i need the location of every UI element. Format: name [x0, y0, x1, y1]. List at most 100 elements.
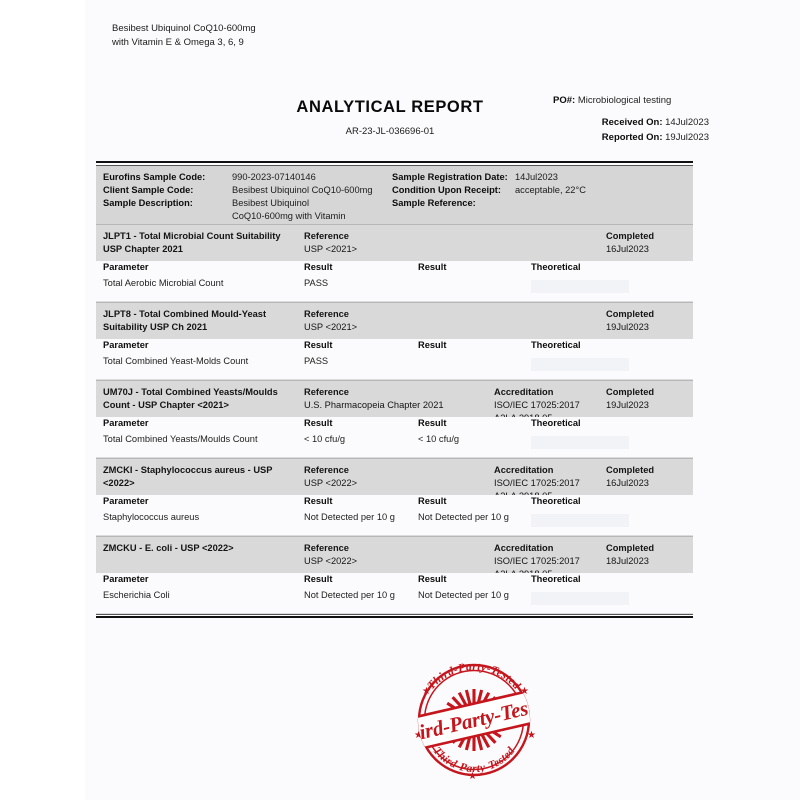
theoretical-input-box[interactable] — [531, 513, 629, 527]
report-title-block: ANALYTICAL REPORT AR-23-JL-036696-01 — [200, 98, 580, 137]
test-name-line2: Count - USP Chapter <2021> — [103, 399, 229, 410]
result2-cell: Result < 10 cfu/g — [418, 417, 459, 446]
parameter-cell: Parameter Staphylococcus aureus — [103, 495, 199, 524]
reported-on-label: Reported On: — [601, 131, 663, 143]
parameter-header: Parameter — [103, 339, 149, 350]
product-name-line2: with Vitamin E & Omega 3, 6, 9 — [112, 37, 244, 48]
test-name-line2: <2022> — [103, 477, 135, 488]
test-reference: Reference USP <2021> — [304, 308, 490, 334]
theoretical-header: Theoretical — [531, 495, 581, 506]
parameter-header: Parameter — [103, 261, 149, 272]
accreditation-line1: ISO/IEC 17025:2017 — [494, 555, 580, 566]
po-label: PO#: — [553, 95, 576, 106]
parameter-value: Total Aerobic Microbial Count — [103, 277, 224, 288]
sample-info-row: Sample Description: Besibest Ubiquinol — [103, 197, 373, 210]
sample-registration-date-value: 14Jul2023 — [515, 171, 558, 182]
result1-cell: Result Not Detected per 10 g — [304, 573, 395, 602]
result2-cell: Result Not Detected per 10 g — [418, 495, 509, 524]
report-number: AR-23-JL-036696-01 — [345, 126, 435, 137]
test-section-header: JLPT1 - Total Microbial Count Suitabilit… — [96, 223, 693, 261]
theoretical-header: Theoretical — [531, 573, 581, 584]
result2-cell: Result — [418, 261, 446, 277]
test-name: ZMCKU - E. coli - USP <2022> — [103, 542, 303, 555]
test-accreditation — [494, 230, 602, 256]
test-name: JLPT1 - Total Microbial Count Suitabilit… — [103, 230, 303, 256]
result1-cell: Result PASS — [304, 339, 332, 368]
result1-cell: Result Not Detected per 10 g — [304, 495, 395, 524]
result1-value: PASS — [304, 277, 329, 288]
accreditation-line1: ISO/IEC 17025:2017 — [494, 399, 580, 410]
test-name-line1: JLPT8 - Total Combined Mould-Yeast — [103, 308, 267, 319]
eurofins-sample-code-value: 990-2023-07140146 — [232, 171, 316, 182]
received-on-label: Received On: — [601, 117, 663, 128]
sample-registration-date-label: Sample Registration Date: — [392, 171, 508, 182]
sample-description-cont-line1: CoQ10-600mg with Vitamin — [232, 211, 346, 222]
completed-header: Completed — [606, 542, 655, 553]
test-name-line1: UM70J - Total Combined Yeasts/Moulds — [103, 386, 278, 397]
svg-text:★: ★ — [520, 686, 529, 697]
result2-header: Result — [418, 495, 447, 506]
theoretical-header: Theoretical — [531, 417, 581, 428]
sample-info-row: Client Sample Code: Besibest Ubiquinol C… — [103, 184, 373, 197]
svg-text:★: ★ — [422, 686, 431, 697]
svg-text:★: ★ — [414, 730, 423, 741]
test-reference: Reference USP <2022> — [304, 542, 490, 568]
test-name: ZMCKI - Staphylococcus aureus - USP <202… — [103, 464, 303, 490]
po-value: Microbiological testing — [577, 95, 672, 106]
accreditation-header: Accreditation — [494, 386, 554, 397]
result2-header: Result — [418, 573, 447, 584]
table-bottom-rule — [96, 613, 693, 618]
client-sample-code-label: Client Sample Code: — [103, 184, 194, 195]
page-title: ANALYTICAL REPORT — [296, 98, 484, 116]
theoretical-header: Theoretical — [531, 339, 581, 350]
theoretical-cell: Theoretical — [531, 573, 581, 586]
reference-value: USP <2021> — [304, 321, 358, 332]
test-parameter-block: Parameter Escherichia Coli Result Not De… — [96, 572, 693, 614]
result2-cell: Result Not Detected per 10 g — [418, 573, 509, 602]
reported-on-row: Reported On: 19Jul2023 — [602, 131, 709, 146]
test-name-line1: ZMCKI - Staphylococcus aureus - USP — [103, 464, 273, 475]
parameter-value: Escherichia Coli — [103, 589, 170, 600]
test-name: JLPT8 - Total Combined Mould-Yeast Suita… — [103, 308, 303, 334]
test-completed: Completed 18Jul2023 — [606, 542, 696, 568]
theoretical-input-box[interactable] — [531, 591, 629, 605]
eurofins-sample-code-label: Eurofins Sample Code: — [103, 171, 206, 182]
result2-header: Result — [418, 417, 447, 428]
reference-header: Reference — [304, 464, 349, 475]
parameter-value: Total Combined Yeast-Molds Count — [103, 355, 249, 366]
sample-reference-label: Sample Reference: — [392, 197, 476, 208]
test-section-header: UM70J - Total Combined Yeasts/Moulds Cou… — [96, 379, 693, 423]
theoretical-input-box[interactable] — [531, 435, 629, 449]
result2-header: Result — [418, 261, 447, 272]
test-accreditation — [494, 308, 602, 334]
result2-value: Not Detected per 10 g — [418, 511, 509, 522]
result2-cell: Result — [418, 339, 446, 355]
result1-header: Result — [304, 573, 333, 584]
reference-value: USP <2022> — [304, 555, 358, 566]
parameter-cell: Parameter Total Combined Yeasts/Moulds C… — [103, 417, 258, 446]
test-reference: Reference USP <2021> — [304, 230, 490, 256]
completed-header: Completed — [606, 464, 655, 475]
parameter-cell: Parameter Total Aerobic Microbial Count — [103, 261, 223, 290]
completed-header: Completed — [606, 386, 655, 397]
sample-information-band: Eurofins Sample Code: 990-2023-07140146 … — [96, 165, 693, 234]
test-name-line1: ZMCKU - E. coli - USP <2022> — [103, 542, 234, 553]
theoretical-input-box[interactable] — [531, 279, 629, 293]
parameter-cell: Parameter Total Combined Yeast-Molds Cou… — [103, 339, 248, 368]
sample-info-row: Eurofins Sample Code: 990-2023-07140146 — [103, 171, 373, 184]
condition-upon-receipt-label: Condition Upon Receipt: — [392, 184, 501, 195]
test-section-header: JLPT8 - Total Combined Mould-Yeast Suita… — [96, 301, 693, 339]
report-dates-block: Received On: 14Jul2023 Reported On: 19Ju… — [602, 116, 709, 145]
test-parameter-block: Parameter Total Aerobic Microbial Count … — [96, 260, 693, 302]
test-section-header: ZMCKU - E. coli - USP <2022> Reference U… — [96, 535, 696, 579]
sample-info-row: Sample Registration Date: 14Jul2023 — [392, 171, 586, 184]
theoretical-input-box[interactable] — [531, 357, 629, 371]
parameter-value: Total Combined Yeasts/Moulds Count — [103, 433, 258, 444]
reference-header: Reference — [304, 542, 349, 553]
result1-value: PASS — [304, 355, 329, 366]
test-reference: Reference USP <2022> — [304, 464, 490, 490]
reference-value: USP <2021> — [304, 243, 358, 254]
theoretical-header: Theoretical — [531, 261, 581, 272]
stamp-graphic: Third-Party-Tested Third-Party-Tested ★ … — [414, 661, 536, 782]
